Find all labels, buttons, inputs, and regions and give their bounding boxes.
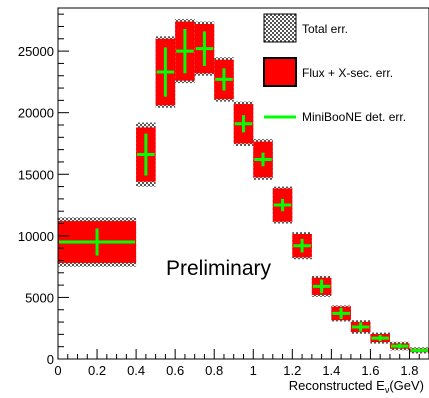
y-tick-label: 5000 — [25, 290, 54, 305]
detector-error-crosses — [59, 28, 428, 352]
x-axis-label-main: Reconstructed E — [289, 378, 385, 393]
legend-det-label: MiniBooNE det. err. — [302, 110, 406, 124]
x-tick-label: 1 — [250, 363, 257, 378]
legend-flux-swatch — [263, 57, 297, 87]
y-tick-label: 25000 — [18, 44, 54, 59]
y-tick-label: 10000 — [18, 229, 54, 244]
x-tick-label: 0.2 — [88, 363, 106, 378]
legend-total-swatch — [263, 13, 297, 43]
x-tick-label: 1.2 — [283, 363, 301, 378]
x-tick-label: 0.6 — [166, 363, 184, 378]
x-tick-label: 1.4 — [322, 363, 340, 378]
legend-flux-label: Flux + X-sec. err. — [302, 66, 393, 80]
y-tick-label: 0 — [47, 352, 54, 367]
legend-total-label: Total err. — [302, 22, 348, 36]
x-tick-label: 0 — [54, 363, 61, 378]
x-tick-label: 1.8 — [400, 363, 418, 378]
x-tick-label: 0.8 — [205, 363, 223, 378]
preliminary-annotation: Preliminary — [166, 257, 272, 280]
x-axis-ticks: 0 0.2 0.4 0.6 0.8 1 1.2 1.4 1.6 1.8 — [54, 349, 429, 378]
x-axis-label-sub: ν — [385, 385, 390, 395]
x-axis-label-unit: (GeV) — [389, 378, 424, 393]
x-tick-label: 1.6 — [361, 363, 379, 378]
x-tick-label: 0.4 — [127, 363, 145, 378]
y-tick-label: 15000 — [18, 167, 54, 182]
y-tick-label: 20000 — [18, 106, 54, 121]
legend: Total err. Flux + X-sec. err. MiniBooNE … — [263, 13, 406, 124]
y-axis-ticks: 0 5000 10000 15000 20000 25000 — [18, 13, 69, 367]
plot-frame — [57, 7, 429, 360]
x-axis-label: Reconstructed Eν(GeV) — [289, 378, 424, 395]
